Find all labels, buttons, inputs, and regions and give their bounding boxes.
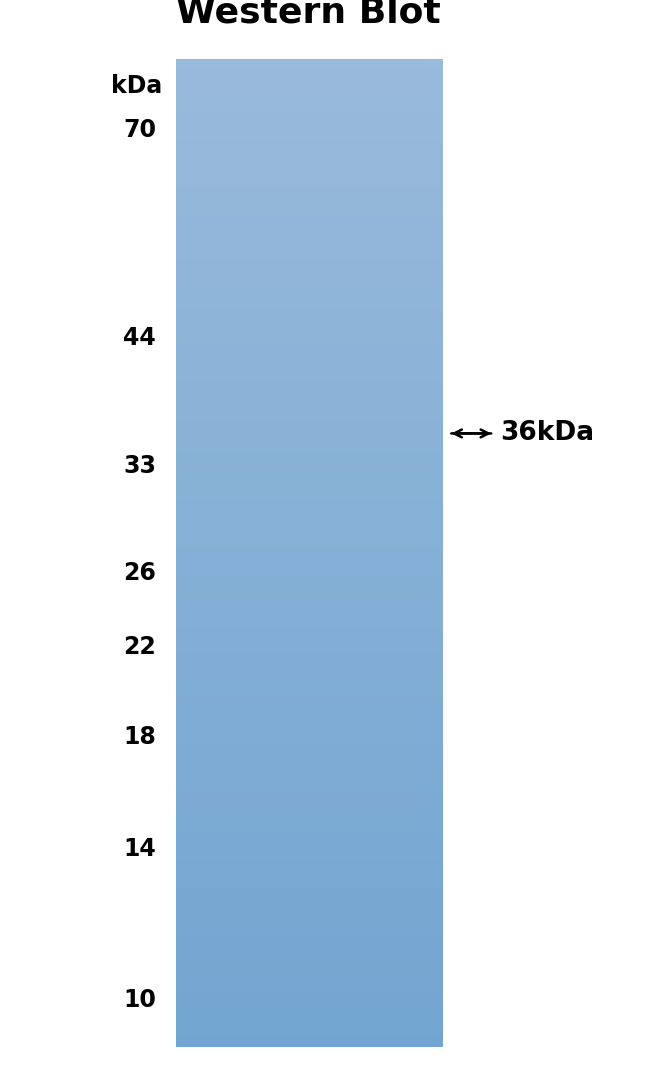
- Text: 36kDa: 36kDa: [500, 421, 595, 447]
- Text: 18: 18: [123, 725, 156, 749]
- Polygon shape: [226, 405, 327, 448]
- Text: 33: 33: [123, 454, 156, 478]
- Text: 44: 44: [124, 326, 156, 350]
- Polygon shape: [229, 415, 325, 442]
- Text: 10: 10: [123, 987, 156, 1011]
- Text: 14: 14: [124, 837, 156, 861]
- Text: 26: 26: [123, 561, 156, 585]
- Text: Western Blot: Western Blot: [176, 0, 441, 29]
- Text: 22: 22: [124, 636, 156, 659]
- Text: 70: 70: [123, 118, 156, 142]
- Text: kDa: kDa: [111, 73, 162, 98]
